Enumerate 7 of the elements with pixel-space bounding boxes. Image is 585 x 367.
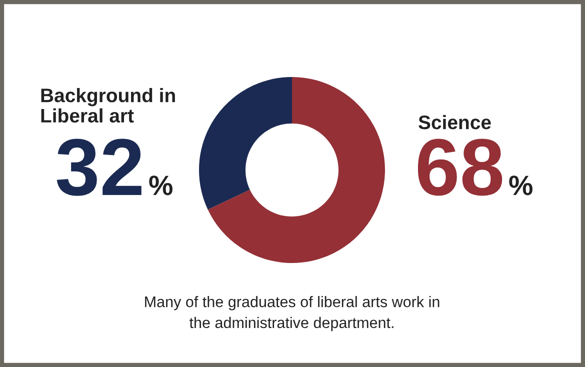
donut-slice bbox=[208, 77, 385, 263]
text: Many of the graduates of liberal arts work in the administrative department. bbox=[145, 296, 440, 332]
slice-label: Science bbox=[418, 115, 491, 130]
data-label: 68% bbox=[418, 138, 532, 196]
data-label: 32% bbox=[56, 138, 172, 196]
donut-slice bbox=[199, 77, 292, 210]
slice-label: Background in Liberal art bbox=[41, 88, 175, 123]
